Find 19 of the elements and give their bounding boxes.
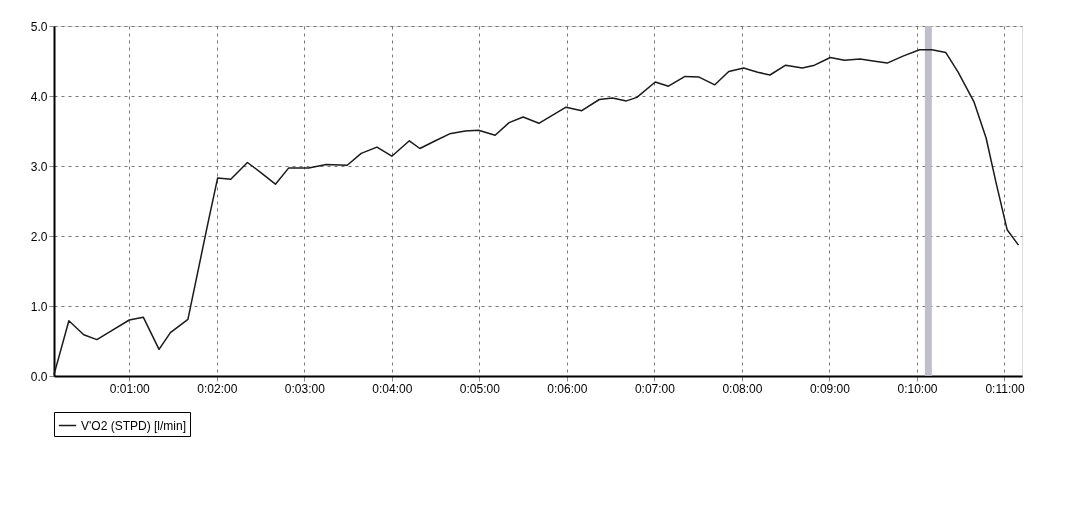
x-tick-label: 0:02:00 (197, 381, 238, 396)
line-series (53, 49, 1020, 376)
x-tick-label: 0:09:00 (809, 381, 851, 396)
x-tick-label: 0:07:00 (634, 381, 676, 396)
y-tick-label: 1.0 (30, 299, 48, 314)
x-tick-label: 0:04:00 (372, 381, 413, 396)
y-tick-label: 4.0 (30, 89, 48, 104)
y-tick-label: 5.0 (30, 19, 48, 34)
x-tick-label: 0:11:00 (985, 381, 1025, 396)
x-tick-label: 0:03:00 (284, 381, 326, 396)
legend-label: V'O2 (STPD) [l/min] (81, 418, 186, 433)
x-tick-label: 0:10:00 (897, 381, 938, 396)
x-tick-label: 0:08:00 (722, 381, 763, 396)
x-tick-label: 0:06:00 (547, 381, 588, 396)
y-tick-label: 2.0 (30, 229, 48, 244)
y-tick-label: 0.0 (30, 369, 48, 384)
x-tick-label: 0:01:00 (109, 381, 151, 396)
x-tick-label: 0:05:00 (459, 381, 501, 396)
y-tick-label: 3.0 (30, 159, 48, 174)
